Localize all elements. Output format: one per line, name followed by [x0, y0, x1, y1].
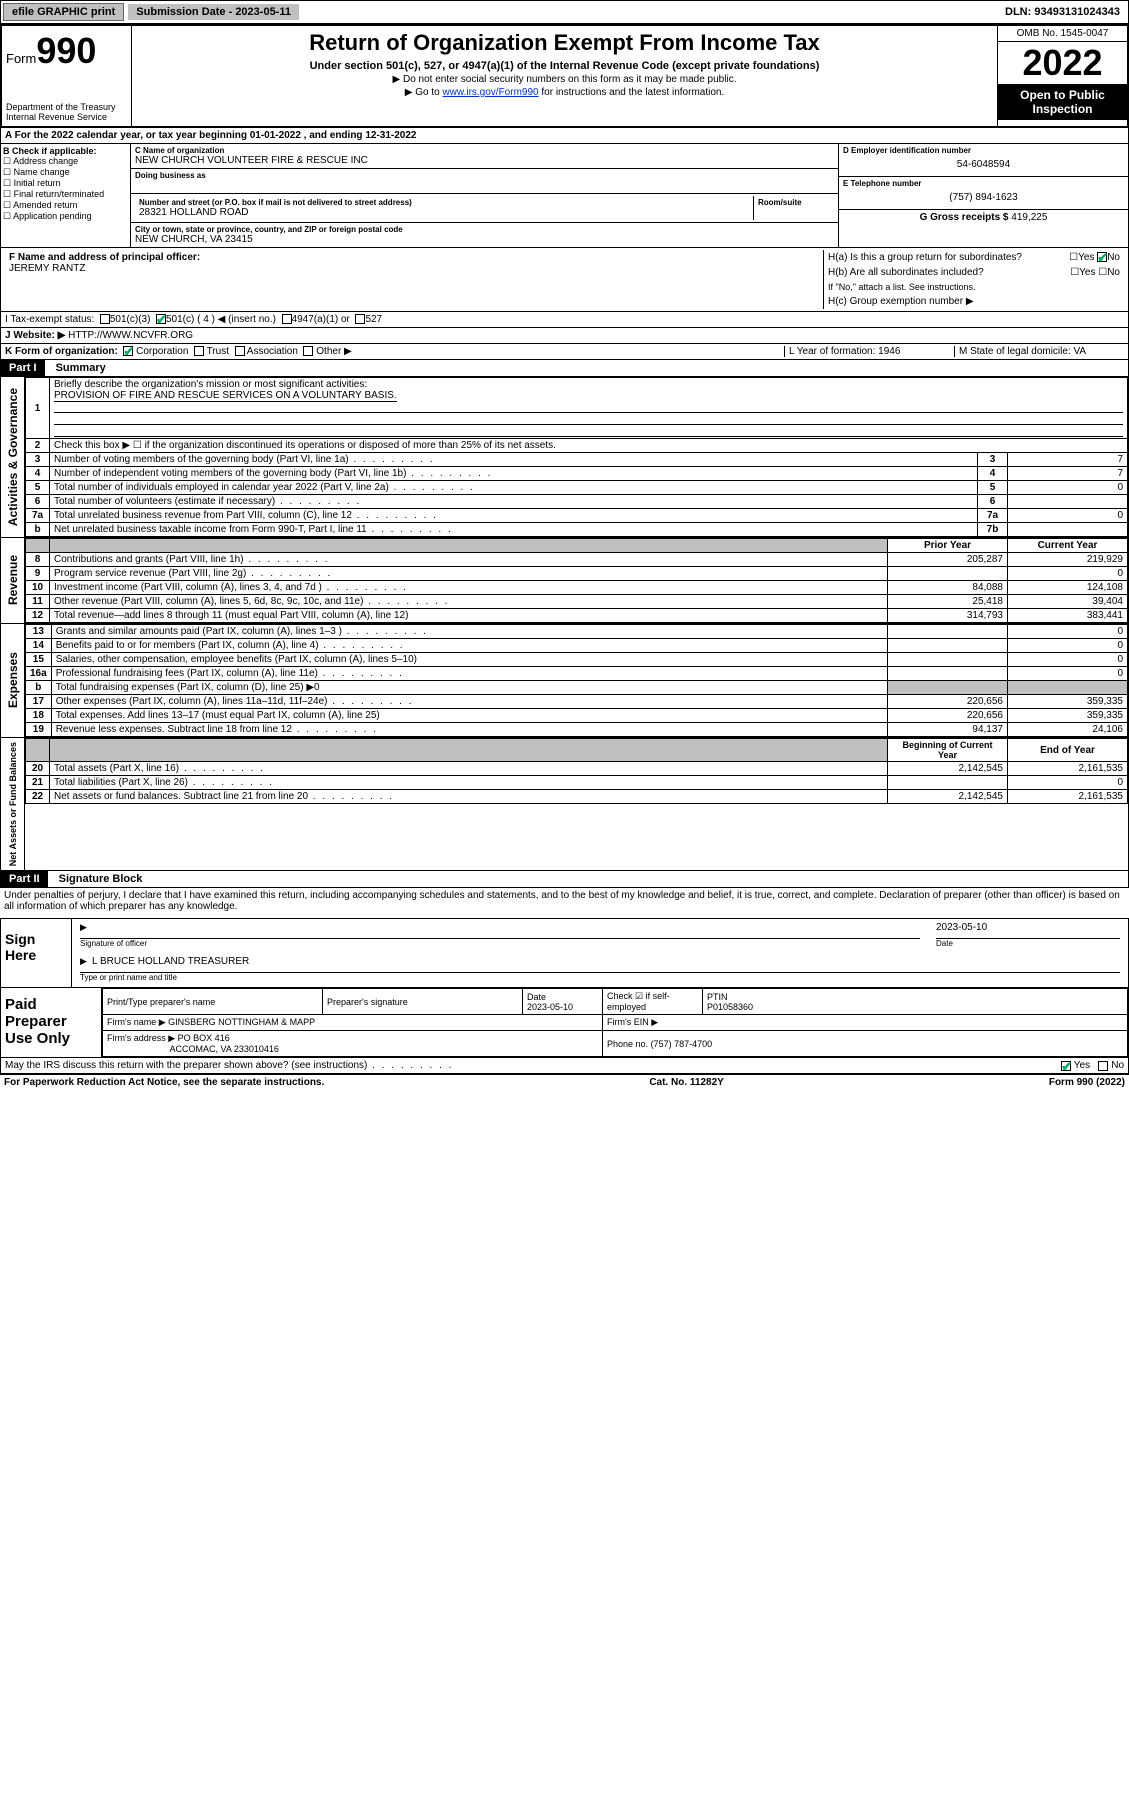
- may-no[interactable]: [1098, 1061, 1108, 1071]
- ha-no-checkbox[interactable]: [1097, 252, 1107, 262]
- subtitle-1: Under section 501(c), 527, or 4947(a)(1)…: [136, 60, 993, 72]
- section-bcd: B Check if applicable: ☐ Address change …: [0, 144, 1129, 248]
- preparer-block: Paid Preparer Use Only Print/Type prepar…: [0, 988, 1129, 1058]
- cb-final-return[interactable]: ☐ Final return/terminated: [3, 189, 128, 200]
- sign-block: Sign Here Signature of officer 2023-05-1…: [0, 918, 1129, 988]
- cat-no: Cat. No. 11282Y: [649, 1077, 723, 1088]
- topbar: efile GRAPHIC print Submission Date - 20…: [0, 0, 1129, 24]
- cb-assoc[interactable]: [235, 346, 245, 356]
- form990-link[interactable]: www.irs.gov/Form990: [442, 87, 538, 98]
- cb-501c[interactable]: [156, 314, 166, 324]
- officer-name: L BRUCE HOLLAND TREASURER: [92, 956, 249, 967]
- org-name: NEW CHURCH VOLUNTEER FIRE & RESCUE INC: [135, 155, 834, 166]
- footer: For Paperwork Reduction Act Notice, see …: [0, 1074, 1129, 1090]
- may-discuss: May the IRS discuss this return with the…: [0, 1058, 1129, 1074]
- cb-other[interactable]: [303, 346, 313, 356]
- principal-officer: JEREMY RANTZ: [9, 263, 86, 274]
- cb-4947[interactable]: [282, 314, 292, 324]
- year-formation: L Year of formation: 1946: [784, 346, 954, 357]
- website: HTTP://WWW.NCVFR.ORG: [68, 330, 193, 341]
- line3-val: 7: [1008, 453, 1128, 467]
- governance-label: Activities & Governance: [4, 384, 22, 530]
- section-governance: Activities & Governance 1 Briefly descri…: [0, 377, 1129, 538]
- row-fh: F Name and address of principal officer:…: [0, 248, 1129, 312]
- part2-title: Signature Block: [51, 871, 151, 887]
- efile-button[interactable]: efile GRAPHIC print: [3, 3, 124, 21]
- col-c-org-info: C Name of organization NEW CHURCH VOLUNT…: [131, 144, 838, 247]
- cb-corp[interactable]: [123, 346, 133, 356]
- telephone: (757) 894-1623: [843, 188, 1124, 207]
- may-yes[interactable]: [1061, 1061, 1071, 1071]
- form-number: Form990: [6, 30, 127, 72]
- dept-label: Department of the Treasury Internal Reve…: [6, 102, 127, 122]
- section-expenses: Expenses 13Grants and similar amounts pa…: [0, 624, 1129, 738]
- ptin: P01058360: [707, 1002, 753, 1012]
- preparer-label: Paid Preparer Use Only: [1, 988, 101, 1057]
- submission-date: Submission Date - 2023-05-11: [128, 4, 299, 20]
- col-b-checkboxes: B Check if applicable: ☐ Address change …: [1, 144, 131, 247]
- subtitle-2a: ▶ Do not enter social security numbers o…: [136, 74, 993, 85]
- omb-number: OMB No. 1545-0047: [998, 26, 1127, 42]
- section-net-assets: Net Assets or Fund Balances Beginning of…: [0, 738, 1129, 871]
- subtitle-2b: ▶ Go to www.irs.gov/Form990 for instruct…: [136, 87, 993, 98]
- firm-phone: (757) 787-4700: [651, 1039, 713, 1049]
- org-city: NEW CHURCH, VA 23415: [135, 234, 834, 245]
- open-to-public: Open to Public Inspection: [998, 84, 1127, 120]
- state-domicile: M State of legal domicile: VA: [954, 346, 1124, 357]
- revenue-label: Revenue: [4, 551, 22, 609]
- gross-receipts: 419,225: [1011, 212, 1047, 223]
- expenses-label: Expenses: [4, 648, 22, 712]
- firm-name: GINSBERG NOTTINGHAM & MAPP: [168, 1017, 315, 1027]
- form-header: Form990 Department of the Treasury Inter…: [0, 24, 1129, 128]
- cb-501c3[interactable]: [100, 314, 110, 324]
- row-a-tax-year: A For the 2022 calendar year, or tax yea…: [0, 128, 1129, 144]
- cb-address-change[interactable]: ☐ Address change: [3, 156, 128, 167]
- cb-amended[interactable]: ☐ Amended return: [3, 200, 128, 211]
- part2-header: Part II: [1, 871, 48, 887]
- col-d-ein: D Employer identification number 54-6048…: [838, 144, 1128, 247]
- row-j-website: J Website: ▶ HTTP://WWW.NCVFR.ORG: [0, 328, 1129, 344]
- sign-here-label: Sign Here: [1, 919, 71, 987]
- firm-address: PO BOX 416: [178, 1033, 230, 1043]
- cb-527[interactable]: [355, 314, 365, 324]
- dln: DLN: 93493131024343: [997, 4, 1128, 20]
- declaration: Under penalties of perjury, I declare th…: [0, 888, 1129, 914]
- part1-header: Part I: [1, 360, 45, 376]
- net-assets-label: Net Assets or Fund Balances: [6, 738, 20, 870]
- cb-initial-return[interactable]: ☐ Initial return: [3, 178, 128, 189]
- part1-title: Summary: [48, 360, 114, 376]
- form-ref: Form 990 (2022): [1049, 1077, 1125, 1088]
- paperwork-notice: For Paperwork Reduction Act Notice, see …: [4, 1077, 324, 1088]
- cb-trust[interactable]: [194, 346, 204, 356]
- cb-app-pending[interactable]: ☐ Application pending: [3, 211, 128, 222]
- ein: 54-6048594: [843, 155, 1124, 174]
- row-klm: K Form of organization: Corporation Trus…: [0, 344, 1129, 360]
- cb-name-change[interactable]: ☐ Name change: [3, 167, 128, 178]
- tax-year: 2022: [998, 42, 1127, 84]
- row-i-tax-status: I Tax-exempt status: 501(c)(3) 501(c) ( …: [0, 312, 1129, 328]
- org-address: 28321 HOLLAND ROAD: [139, 207, 749, 218]
- mission: PROVISION OF FIRE AND RESCUE SERVICES ON…: [54, 390, 397, 402]
- form-title: Return of Organization Exempt From Incom…: [136, 30, 993, 56]
- section-revenue: Revenue Prior YearCurrent Year 8Contribu…: [0, 538, 1129, 624]
